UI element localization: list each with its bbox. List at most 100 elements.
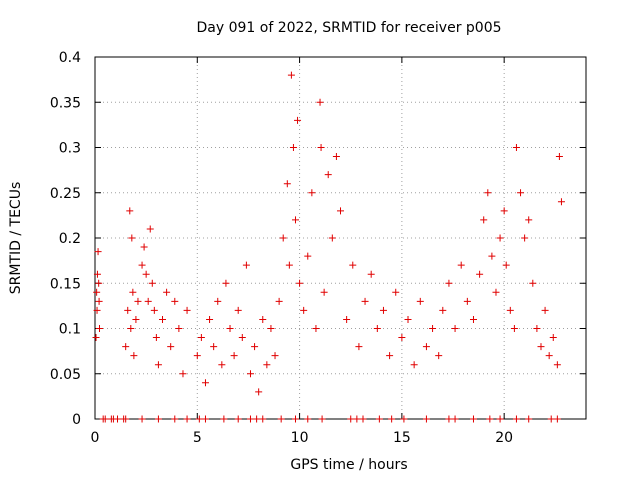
data-point (246, 415, 254, 423)
data-point (267, 325, 275, 332)
data-point (496, 234, 504, 242)
data-point (167, 343, 175, 351)
data-point (134, 297, 142, 305)
data-point (142, 270, 150, 278)
data-point (451, 415, 459, 423)
data-point (445, 279, 453, 287)
data-point (95, 279, 103, 287)
data-point (308, 189, 316, 197)
data-point (410, 361, 418, 369)
data-point (379, 306, 387, 314)
data-point (197, 334, 205, 342)
data-point (332, 153, 340, 161)
data-point (510, 325, 518, 332)
data-point (101, 415, 109, 423)
data-point (210, 343, 218, 351)
x-axis: 0 5 10 15 20 (91, 57, 513, 446)
x-tick-label: 0 (91, 430, 100, 446)
data-point (359, 415, 367, 423)
data-point (138, 261, 146, 269)
data-point (324, 171, 332, 179)
data-point (154, 361, 162, 369)
data-point (220, 415, 228, 423)
data-point (148, 279, 156, 287)
data-point (222, 279, 230, 287)
data-point (201, 415, 209, 423)
data-point (140, 243, 148, 251)
data-point (283, 180, 291, 188)
data-point (318, 415, 326, 423)
y-tick-label: 0.05 (50, 367, 81, 383)
data-point (451, 325, 459, 332)
data-point (214, 297, 222, 305)
data-point (183, 306, 191, 314)
data-point (238, 334, 246, 342)
chart-title: Day 091 of 2022, SRMTID for receiver p00… (196, 20, 501, 36)
data-point (128, 234, 136, 242)
data-point (400, 415, 408, 423)
x-tick-label: 5 (193, 430, 202, 446)
data-point (486, 415, 494, 423)
data-point (337, 207, 344, 215)
data-point (488, 252, 496, 260)
data-point (93, 270, 101, 278)
data-point (553, 415, 561, 423)
data-point (130, 352, 138, 360)
data-point (138, 415, 146, 423)
data-point (144, 297, 152, 305)
data-point (195, 415, 203, 423)
data-point (529, 279, 537, 287)
data-point (312, 325, 320, 332)
data-point (193, 352, 201, 360)
data-point (355, 343, 363, 351)
data-point (179, 370, 187, 378)
data-point (285, 261, 293, 269)
data-point (549, 334, 557, 342)
data-point (496, 415, 504, 423)
data-point (291, 415, 299, 423)
data-point (392, 288, 400, 296)
x-axis-label: GPS time / hours (290, 457, 407, 473)
data-point (279, 234, 287, 242)
data-point (541, 306, 549, 314)
data-point (122, 343, 130, 351)
data-point (251, 343, 259, 351)
data-point (146, 225, 154, 233)
data-point (480, 216, 488, 224)
y-tick-label: 0.25 (50, 186, 81, 202)
data-point (253, 415, 261, 423)
data-point (439, 306, 447, 314)
data-point (271, 352, 279, 360)
data-point (163, 288, 171, 296)
data-point (304, 252, 312, 260)
data-point (557, 198, 565, 206)
data-point (429, 325, 437, 332)
data-point (277, 415, 285, 423)
data-point (183, 415, 191, 423)
data-point (416, 297, 424, 305)
data-point (537, 343, 545, 351)
data-point (206, 315, 214, 323)
data-point (300, 306, 308, 314)
data-point (132, 315, 140, 323)
data-point (175, 325, 183, 332)
data-point (547, 415, 555, 423)
data-point (127, 325, 135, 332)
x-tick-label: 20 (495, 430, 513, 446)
data-point (517, 189, 525, 197)
data-point (343, 315, 351, 323)
data-point (375, 415, 383, 423)
data-point (317, 144, 325, 151)
data-point (512, 144, 520, 151)
data-point (171, 297, 179, 305)
y-tick-label: 0 (72, 412, 81, 428)
data-point (287, 71, 295, 79)
data-point (152, 334, 160, 342)
data-point (525, 415, 533, 423)
data-point (93, 306, 101, 314)
y-tick-label: 0.15 (50, 276, 81, 292)
data-point (386, 352, 394, 360)
data-point (126, 207, 134, 215)
data-point (521, 234, 529, 242)
